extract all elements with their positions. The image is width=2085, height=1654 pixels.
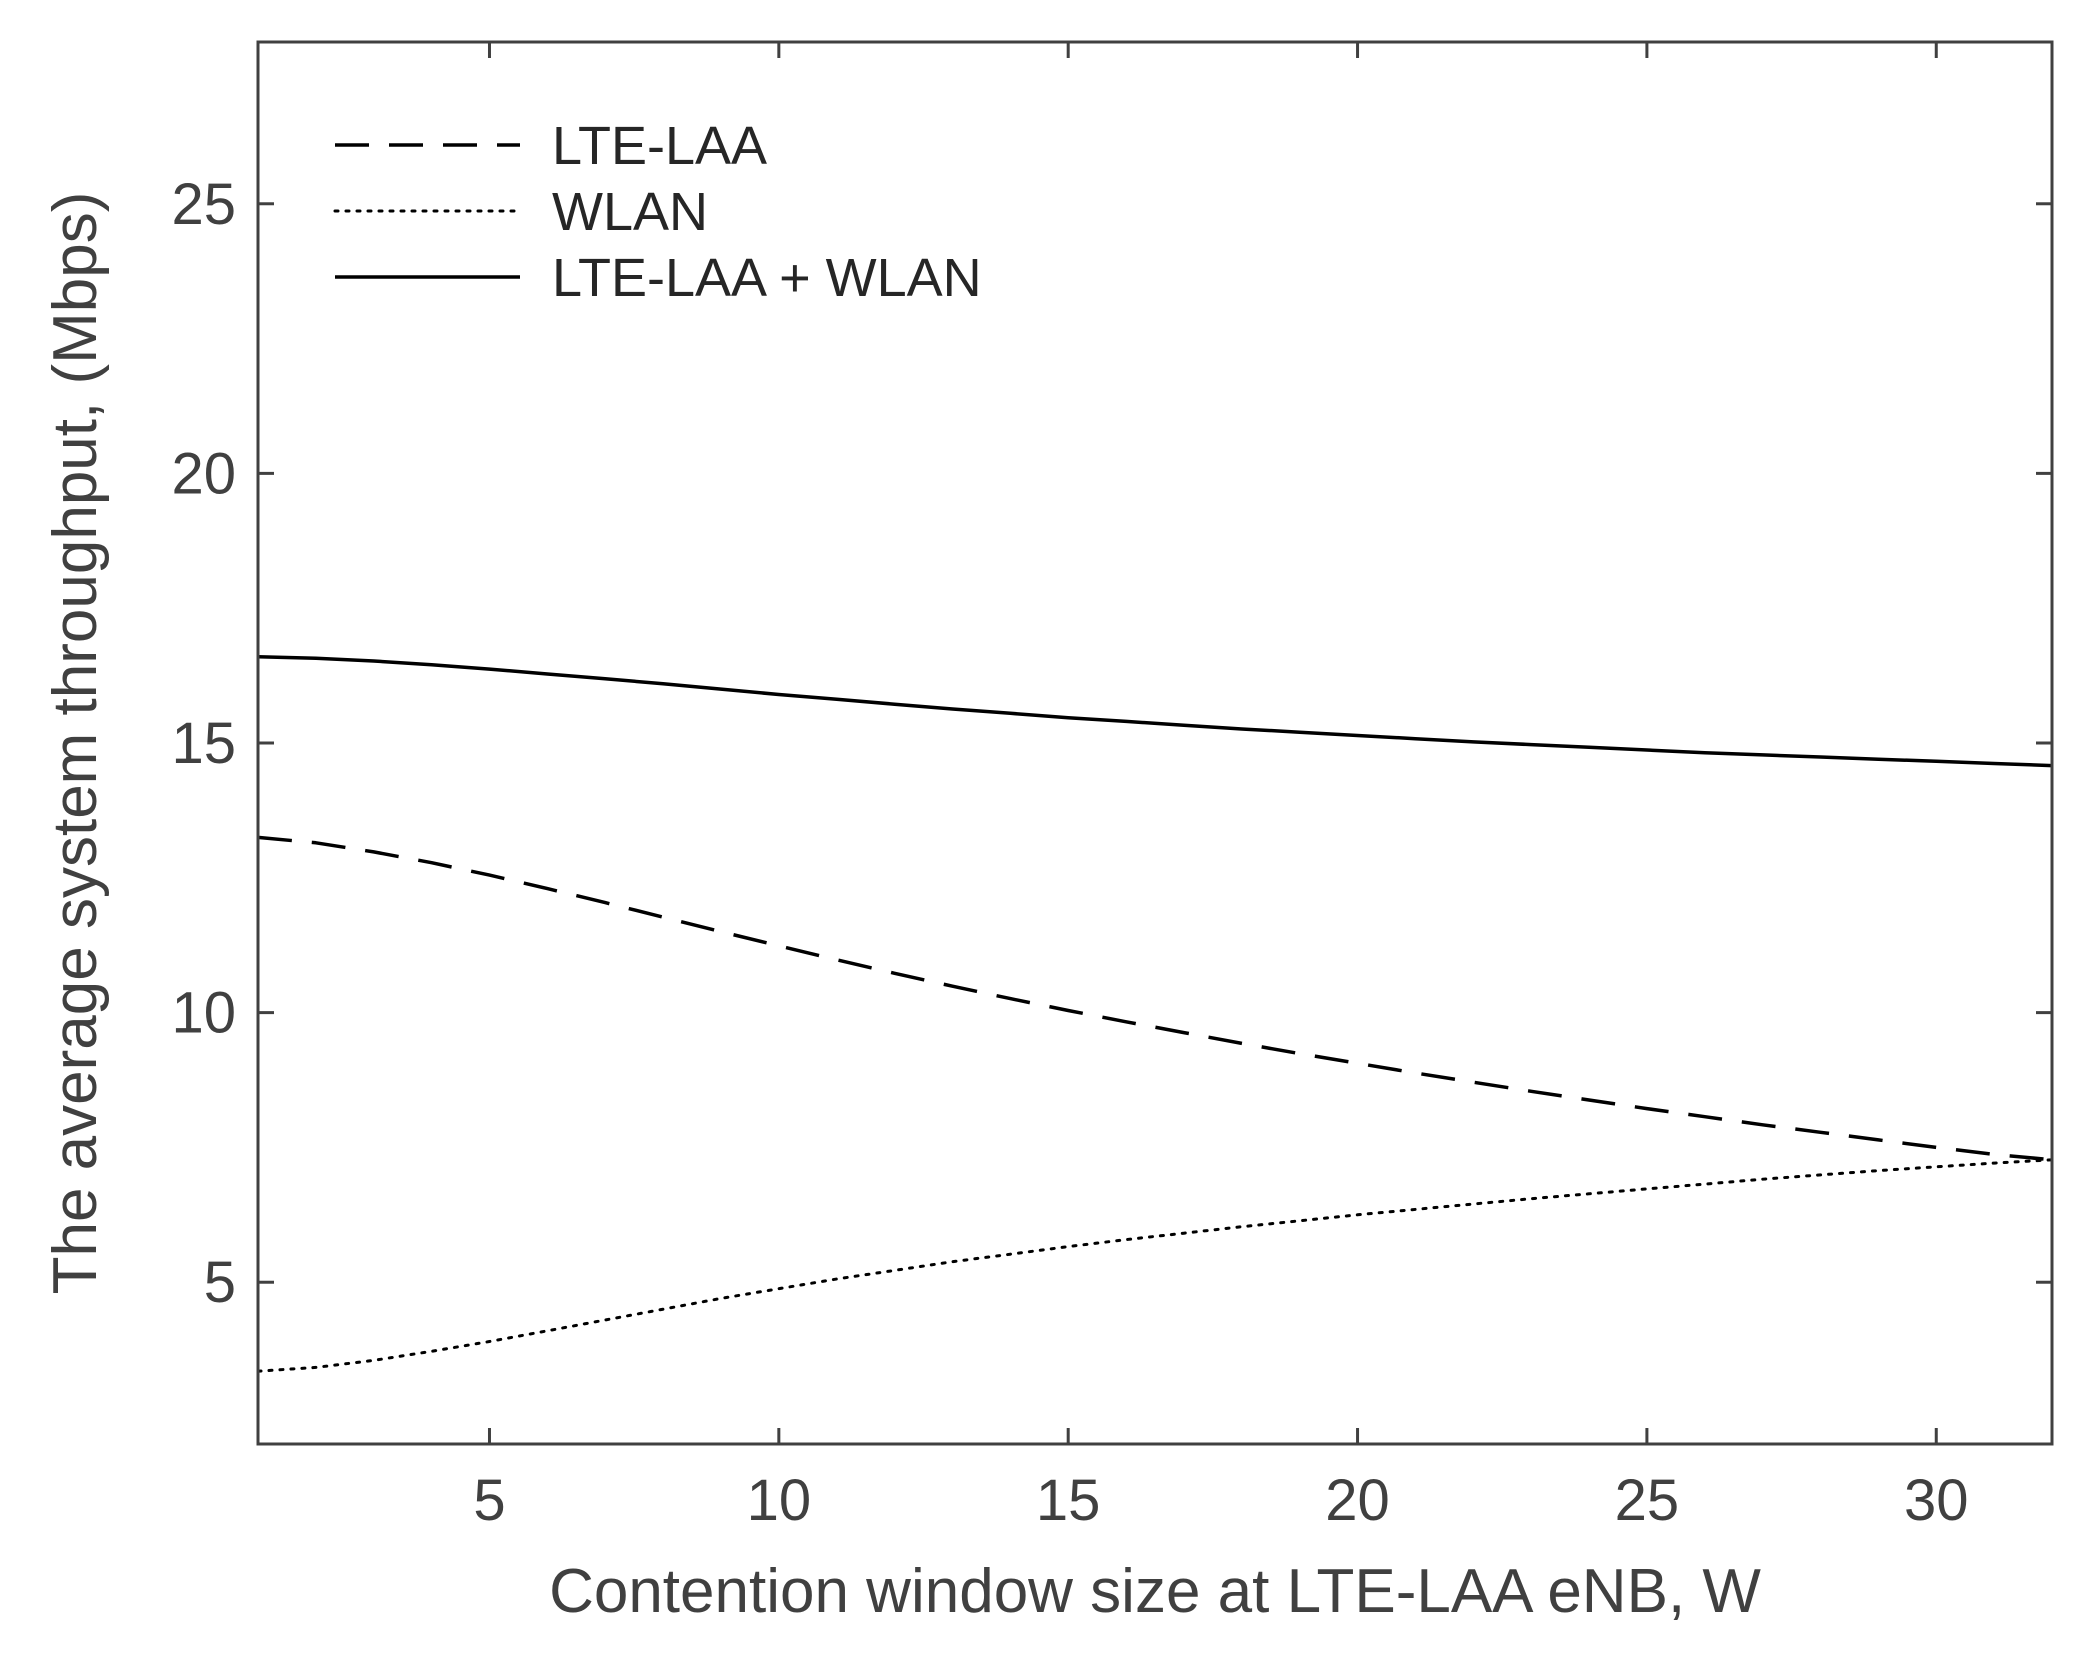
series-line-2: [256, 1158, 2054, 1373]
y-tick-label: 20: [171, 441, 236, 506]
x-tick-label: 5: [473, 1468, 505, 1533]
x-tick-label: 20: [1325, 1468, 1390, 1533]
x-tick-label: 10: [747, 1468, 812, 1533]
x-tick-label: 25: [1615, 1468, 1680, 1533]
legend-label-1: LTE-LAA: [552, 116, 767, 176]
x-tick-label: 15: [1036, 1468, 1101, 1533]
y-tick-label: 25: [171, 172, 236, 237]
legend-label-3: LTE-LAA + WLAN: [552, 248, 982, 308]
axes-box: [256, 40, 2054, 1446]
series-layer: [256, 654, 2054, 1373]
ticks-layer: 5 10 15 20 25 30 5 10 15 20 25: [171, 42, 2052, 1533]
x-axis-label: Contention window size at LTE-LAA eNB, W: [549, 1557, 1761, 1626]
y-tick-label: 10: [171, 981, 236, 1046]
y-tick-label: 15: [171, 711, 236, 776]
y-axis-label: The average system throughput, (Mbps): [41, 192, 110, 1295]
x-tick-label: 30: [1904, 1468, 1969, 1533]
series-line-3: [257, 654, 2053, 768]
legend-label-2: WLAN: [552, 182, 708, 242]
series-line-1: [257, 835, 2053, 1162]
y-tick-label: 5: [204, 1250, 236, 1315]
